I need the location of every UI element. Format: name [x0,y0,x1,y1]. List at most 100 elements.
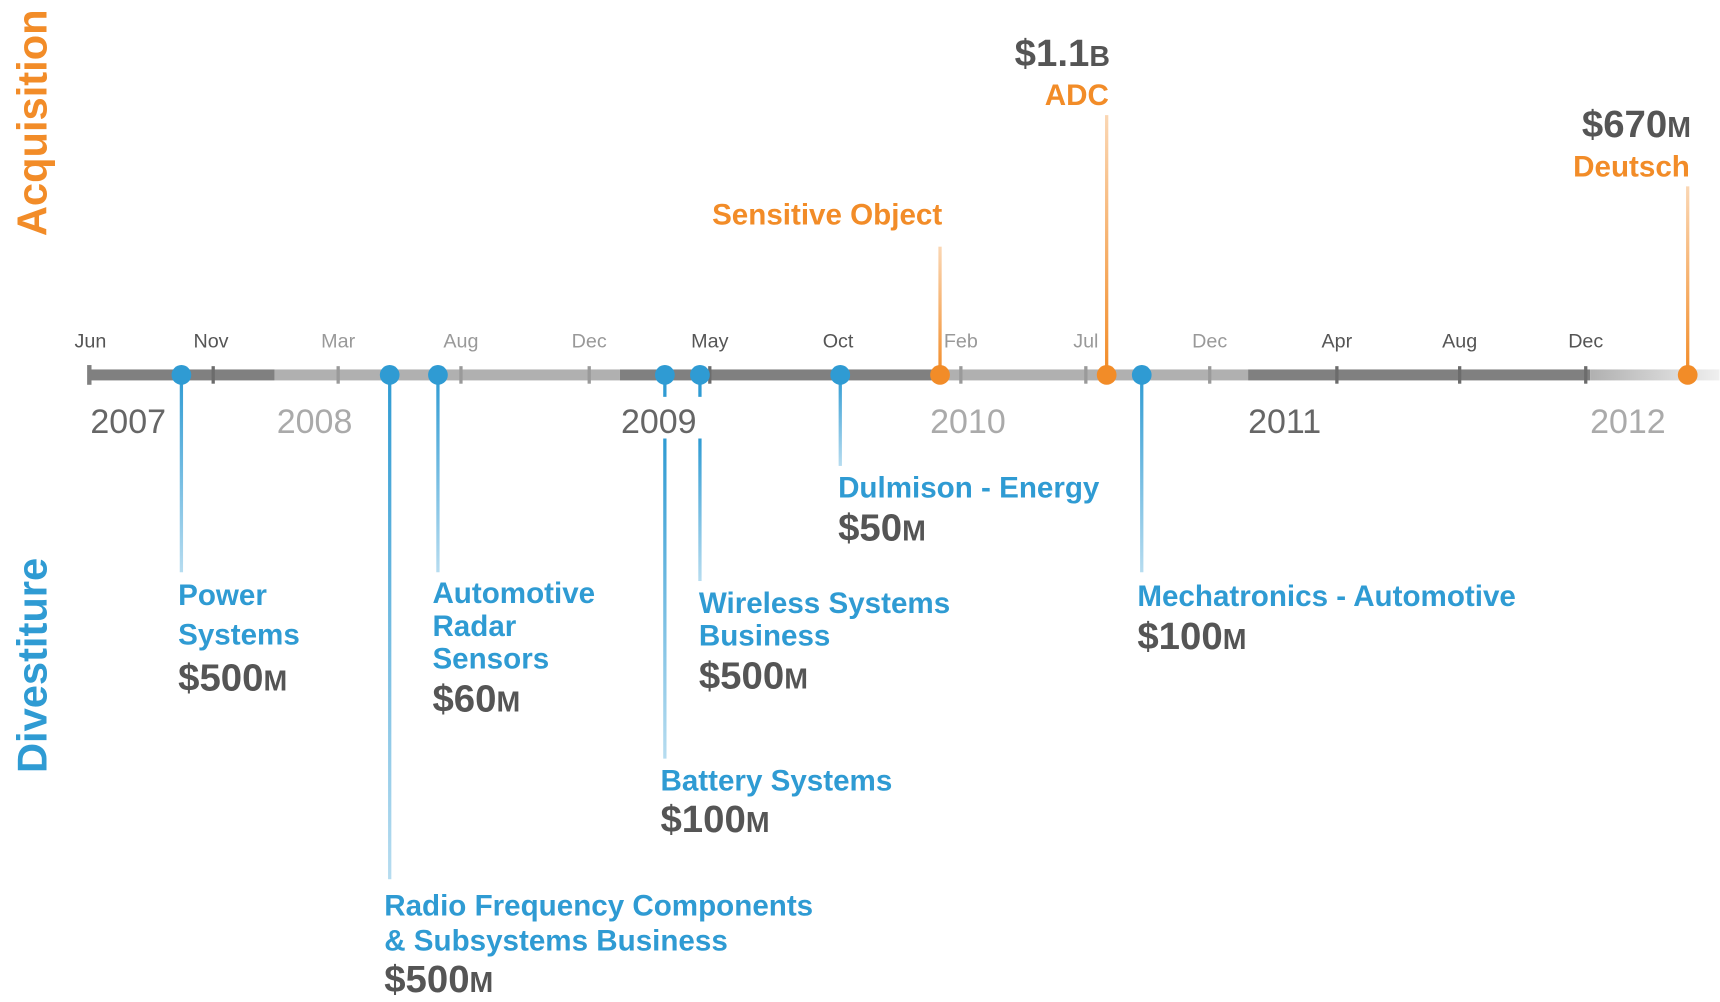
divestiture-label: Radar [432,610,516,643]
amount-unit: M [784,663,808,695]
acquisition-marker [930,365,950,385]
divestiture-label: Sensors [432,643,549,676]
divestiture-marker [428,365,448,385]
month-tick [336,366,340,384]
acquisition-line [938,246,942,375]
month-label: Oct [823,331,854,353]
month-tick [459,366,463,384]
amount: $670M [1582,103,1691,146]
month-tick [1335,366,1339,384]
amount-number: $100 [660,798,745,841]
month-label: Nov [193,331,228,353]
divestiture-line [698,438,702,582]
acquisition-marker [1677,365,1698,385]
divestiture-label: Power [178,579,267,612]
divestiture-label: Radio Frequency Components [384,889,813,922]
month-label: Mar [321,331,355,353]
month-label: Aug [443,331,478,353]
divestiture-label: Wireless Systems [699,587,950,620]
acquisition-side-label: Acquisition [9,9,56,236]
divestiture-line-stub [698,374,702,397]
amount: $500M [178,657,287,700]
acquisition-line [1105,115,1109,375]
amount-number: $100 [1137,615,1222,658]
amount-number: $500 [699,654,784,697]
month-label: Jun [75,331,107,353]
amount-number: $670 [1582,103,1667,146]
month-label: May [691,331,728,353]
month-label: Aug [1442,331,1477,353]
divestiture-line [179,374,184,573]
divestiture-label: Business [699,620,831,653]
timeline-start-cap [87,365,92,385]
month-tick [1458,366,1462,384]
divestiture-marker [171,365,192,385]
year-label: 2008 [277,403,353,441]
amount-unit: M [1223,624,1247,656]
amount: $100M [1137,615,1246,658]
timeline-segment [619,369,933,381]
divestiture-marker [654,365,675,385]
month-tick [1584,366,1588,384]
amount: $1.1B [1015,32,1110,75]
divestiture-marker [830,365,851,385]
month-label: Dec [1192,331,1227,353]
month-label: Feb [944,331,978,353]
month-label: Apr [1322,331,1353,353]
divestiture-marker [690,365,710,385]
divestiture-label: & Subsystems Business [384,924,728,957]
year-label: 2010 [930,403,1006,441]
amount-number: $500 [178,657,263,700]
amount-number: $1.1 [1015,32,1090,75]
divestiture-label: Systems [178,619,300,652]
divestiture-marker [379,365,400,385]
month-tick [1084,366,1088,384]
divestiture-line [388,374,392,880]
divestiture-label: Automotive [432,577,595,610]
amount-unit: M [902,515,926,547]
month-label: Jul [1073,331,1098,353]
year-label: 2009 [621,403,697,441]
year-label: 2012 [1590,403,1666,441]
acquisition-label: ADC [1045,79,1109,112]
month-tick [959,366,963,384]
amount-number: $50 [838,506,902,549]
amount: $50M [838,506,926,549]
divestiture-label: Dulmison - Energy [838,472,1100,505]
amount-number: $500 [384,958,469,1001]
amount: $60M [432,677,520,720]
acquisition-marker [1096,365,1117,385]
acquisition-label: Sensitive Object [712,199,942,232]
timeline-segment [1248,369,1591,381]
amount-unit: B [1089,41,1110,73]
month-tick [211,366,215,384]
month-label: Dec [572,331,607,353]
amount-number: $60 [432,677,496,720]
year-label: 2011 [1248,403,1321,441]
amount-unit: M [1667,112,1691,144]
amount: $500M [384,958,493,1001]
divestiture-line [838,374,842,466]
timeline-segment [932,369,1249,381]
amount-unit: M [496,686,520,718]
year-label: 2007 [90,403,166,441]
month-tick [1208,366,1212,384]
amount-unit: M [263,666,287,698]
divestiture-line [663,438,667,759]
divestiture-line-stub [663,374,667,397]
amount: $100M [660,798,769,841]
divestiture-label: Battery Systems [660,764,892,797]
acquisition-label: Deutsch [1573,151,1690,184]
month-label: Dec [1568,331,1603,353]
divestiture-marker [1131,365,1152,385]
month-tick [587,366,591,384]
amount-unit: M [746,807,770,839]
divestiture-side-label: Divestiture [9,558,56,773]
timeline-segment [1590,369,1720,381]
acquisition-line [1686,186,1690,375]
amount-unit: M [470,967,494,999]
divestiture-line [436,374,440,573]
divestiture-label: Mechatronics - Automotive [1137,580,1516,613]
